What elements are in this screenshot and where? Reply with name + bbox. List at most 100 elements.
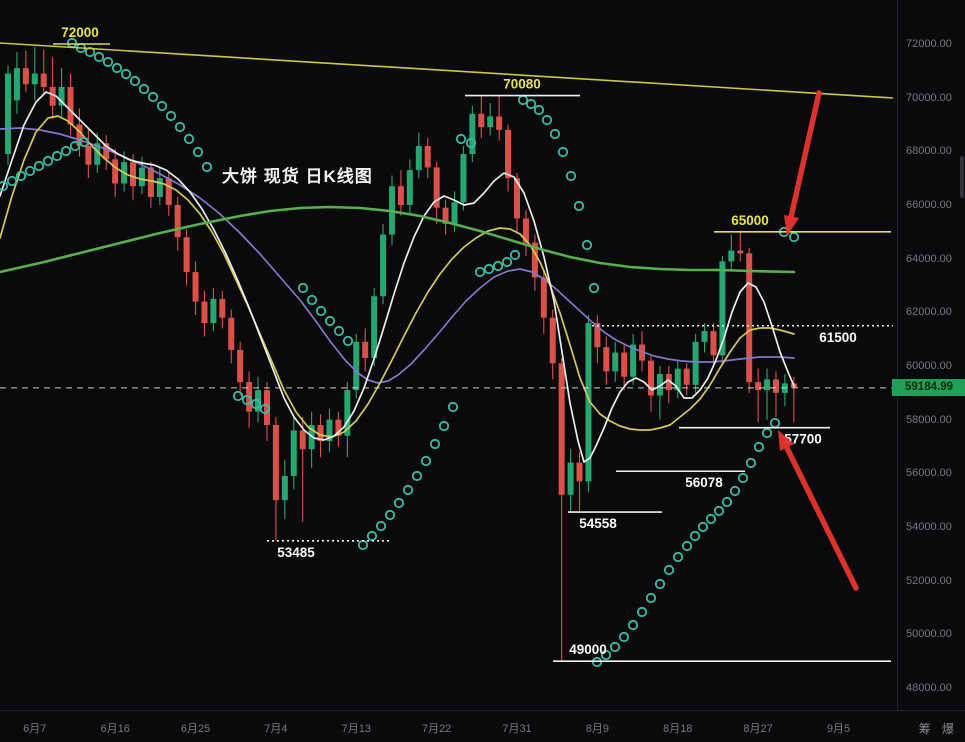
candle-body [540, 277, 547, 318]
candle-body [40, 73, 47, 87]
time-tick-label: 6月7 [23, 723, 47, 735]
sar-dot [565, 170, 577, 182]
candle-body [112, 159, 119, 184]
sar-dot [102, 56, 114, 68]
annotation-levels[interactable] [53, 43, 893, 662]
sar-dot [474, 266, 486, 278]
level-label-54558: 54558 [579, 516, 617, 531]
price-tick-label: 60000.00 [906, 360, 952, 372]
sar-dot [557, 146, 569, 158]
sar-dot [591, 656, 603, 668]
candle-body [433, 167, 440, 208]
level-label-65000: 65000 [731, 213, 769, 228]
candle-body [94, 143, 101, 165]
candle-body [478, 113, 485, 128]
sar-dot [201, 161, 213, 173]
sar-dot [627, 619, 639, 631]
sar-dot [111, 62, 123, 74]
candle-body [371, 296, 378, 358]
price-tick-label: 64000.00 [906, 252, 952, 265]
candle-body [156, 178, 163, 197]
candle-body [210, 298, 217, 324]
sar-dot [636, 606, 648, 618]
sar-dot [525, 98, 537, 110]
price-tick-label: 52000.00 [906, 574, 952, 587]
candle-body [5, 73, 11, 155]
candlestick-chart-canvas[interactable]: 72000 70080 65000 61500 57700 56078 54558 53485… [0, 0, 897, 710]
sar-dot [66, 37, 78, 49]
sar-dot [174, 121, 186, 133]
price-axis[interactable]: 59184.99 72000.00 70000.00 68000.00 66000.0… [892, 0, 965, 710]
sar-dot [393, 497, 405, 509]
sar-dot [533, 104, 545, 116]
candles-series[interactable] [5, 46, 797, 662]
red-arrow-shaft-1 [788, 90, 822, 220]
level-label-70080: 70080 [503, 77, 541, 92]
red-arrow-head-2 [778, 430, 794, 451]
time-tick-label: 8月9 [585, 723, 609, 735]
candle-body [49, 86, 56, 106]
candle-body [406, 170, 413, 205]
price-tick-label: 66000.00 [906, 199, 952, 211]
level-label-56078: 56078 [685, 475, 723, 490]
time-tick-label: 6月25 [180, 723, 211, 735]
candle-body [531, 242, 538, 278]
sar-dot [729, 485, 741, 497]
candle-body [380, 234, 387, 297]
candle-body [674, 368, 681, 391]
sar-dot [689, 530, 701, 542]
candle-body [701, 331, 708, 342]
candle-body [549, 317, 556, 364]
sar-dot [769, 417, 781, 429]
chart-plot-area[interactable]: 72000 70080 65000 61500 57700 56078 54558 53485… [0, 0, 897, 710]
level-label-49000: 49000 [569, 642, 607, 657]
sar-dot [753, 441, 765, 453]
sar-dot [681, 540, 693, 552]
candle-body [415, 145, 422, 171]
time-tick-label: 7月13 [341, 723, 371, 735]
candle-body [31, 73, 38, 85]
candle-body [424, 145, 431, 168]
price-tick-label: 58000.00 [906, 413, 952, 426]
candle-body [656, 374, 663, 396]
candle-body [442, 207, 449, 224]
sar-dot [455, 133, 467, 145]
sar-dot [78, 136, 90, 148]
candle-body [576, 462, 583, 482]
sar-dot [24, 165, 36, 177]
price-tick-label: 54000.00 [906, 521, 952, 533]
candle-body [514, 178, 521, 219]
candle-body [728, 250, 735, 262]
scrollbar-thumb[interactable] [960, 156, 964, 198]
sar-dot [705, 513, 717, 525]
price-tick-label: 68000.00 [906, 145, 952, 158]
sar-dot [357, 539, 369, 551]
sar-dot [447, 401, 459, 413]
candle-body [451, 202, 458, 224]
sar-dot [465, 137, 477, 149]
level-label-53485: 53485 [277, 545, 315, 560]
candle-body [317, 425, 324, 442]
candle-body [603, 347, 610, 372]
indicator-shortcut-label[interactable]: 筹 爆 [918, 722, 958, 736]
sar-dot [672, 551, 684, 563]
sar-dot [745, 457, 757, 469]
candle-body [58, 86, 65, 106]
candle-body [165, 178, 172, 205]
candle-body [772, 379, 779, 393]
ma-mid-yellow-line [0, 115, 795, 438]
candle-body [299, 430, 306, 450]
sar-dot [663, 564, 675, 576]
candle-body [746, 253, 753, 383]
sar-dot [573, 200, 585, 212]
sar-dot [420, 455, 432, 467]
sar-dot [241, 394, 253, 406]
sar-dot [156, 100, 168, 112]
sar-dot [581, 239, 593, 251]
candle-body [228, 317, 235, 350]
price-tick-label: 48000.00 [906, 682, 952, 694]
time-axis[interactable]: 筹 爆 6月7 6月16 6月25 7月4 7月13 7月22 7月31 8月9 8月18 8月2… [0, 710, 965, 742]
time-tick-label: 6月16 [100, 723, 130, 735]
candle-body [612, 352, 619, 372]
descending-trendline[interactable] [0, 42, 894, 99]
